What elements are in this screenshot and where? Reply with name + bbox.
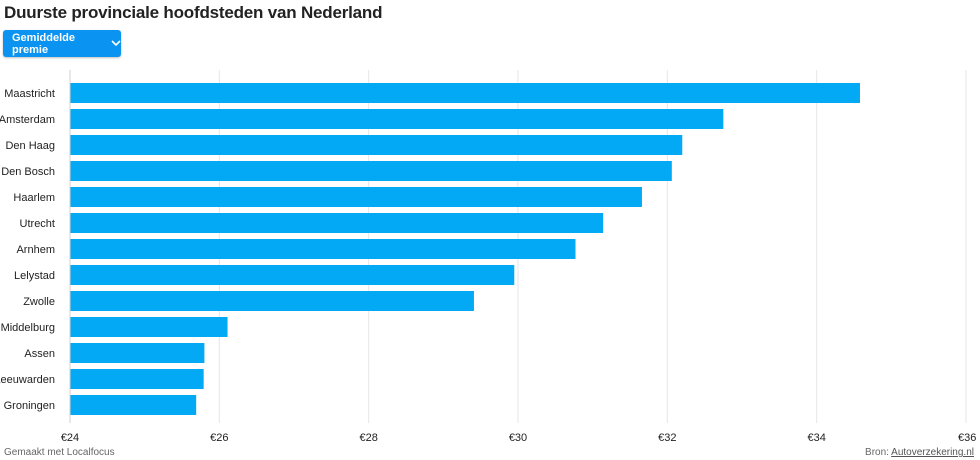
category-label: Zwolle [23, 296, 55, 308]
category-label: Den Haag [5, 140, 55, 152]
category-label: Lelystad [14, 270, 55, 282]
category-label: Amsterdam [0, 114, 55, 126]
bar[interactable] [70, 317, 228, 337]
footer-credit: Gemaakt met Localfocus [4, 447, 115, 458]
bar[interactable] [70, 369, 204, 389]
bar[interactable] [70, 395, 197, 415]
bar-chart: Maastricht Amsterdam Den Haag Den Bosch Haar… [0, 70, 976, 442]
category-label: Arnhem [16, 244, 55, 256]
bar[interactable] [70, 213, 604, 233]
x-tick-label: €28 [359, 432, 377, 442]
x-tick-label: €32 [658, 432, 676, 442]
category-label: Assen [24, 348, 55, 360]
bar[interactable] [70, 187, 642, 207]
bar[interactable] [70, 239, 576, 259]
category-label: Leeuwarden [0, 374, 55, 386]
bar[interactable] [70, 343, 205, 363]
category-label: Maastricht [4, 88, 55, 100]
category-label: Den Bosch [1, 166, 55, 178]
x-tick-label: €26 [210, 432, 228, 442]
category-label: Haarlem [13, 192, 55, 204]
dropdown-label: Gemiddelde premie [12, 31, 75, 56]
footer-source: Bron: Autoverzekering.nl [865, 447, 974, 458]
x-tick-label: €34 [807, 432, 825, 442]
x-tick-label: €30 [509, 432, 527, 442]
x-tick-label: €24 [61, 432, 79, 442]
measure-dropdown[interactable]: Gemiddelde premie [3, 30, 121, 57]
x-tick-label: €36 [958, 432, 976, 442]
category-label: Groningen [4, 400, 55, 412]
source-link[interactable]: Autoverzekering.nl [891, 447, 974, 458]
chevron-down-icon [111, 40, 121, 47]
bar[interactable] [70, 83, 860, 103]
bar[interactable] [70, 161, 672, 181]
category-label: Utrecht [20, 218, 55, 230]
bar[interactable] [70, 265, 515, 285]
chart-title: Duurste provinciale hoofdsteden van Nede… [4, 3, 383, 22]
source-prefix: Bron: [865, 447, 889, 458]
bar[interactable] [70, 291, 474, 311]
category-label: Middelburg [1, 322, 55, 334]
bar[interactable] [70, 135, 683, 155]
bar[interactable] [70, 109, 724, 129]
